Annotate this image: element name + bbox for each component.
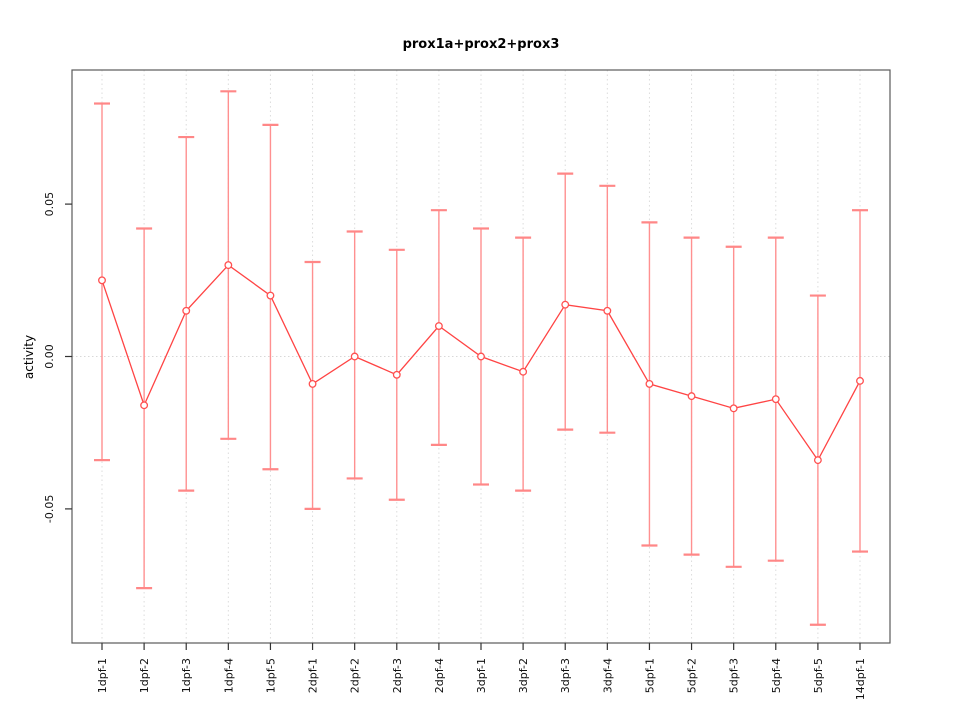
data-point [856,376,864,385]
data-point [771,395,780,404]
data-point [434,322,443,330]
y-tick-label: 0.05 [43,192,56,217]
x-tick-label: 1dpf-1 [96,658,109,693]
x-tick-label: 5dpf-2 [686,658,699,693]
data-point [224,261,233,270]
data-point [392,370,401,379]
x-tick-label: 1dpf-2 [138,658,151,693]
x-tick-label: 1dpf-4 [222,658,235,693]
chart-title: prox1a+prox2+prox3 [403,37,560,52]
data-point [813,456,822,465]
data-point [266,291,275,300]
x-tick-label: 5dpf-5 [812,658,825,693]
data-point [477,352,485,361]
x-tick-label: 2dpf-2 [349,658,362,693]
x-tick-label: 5dpf-3 [728,658,741,693]
data-point [182,306,191,315]
x-tick-label: 3dpf-4 [601,658,614,693]
data-point [729,404,738,413]
x-tick-label: 3dpf-3 [559,658,572,693]
x-tick-label: 5dpf-1 [643,658,656,693]
x-tick-label: 3dpf-1 [475,658,488,693]
x-tick-label: 1dpf-3 [180,658,193,693]
y-axis-label: activity [22,335,36,379]
y-axis: 0.05 0.00 -0.05 [43,192,72,523]
data-point [519,367,528,376]
data-point [308,379,317,388]
data-point [140,401,149,410]
x-tick-label: 5dpf-4 [770,658,783,693]
x-tick-label: 3dpf-2 [517,658,530,693]
y-tick-label: 0.00 [43,344,56,369]
x-axis: 1dpf-1 1dpf-2 1dpf-3 1dpf-4 1dpf-5 2dpf-1 2dpf… [96,643,867,700]
x-tick-label: 2dpf-1 [307,658,320,693]
data-point [687,392,696,401]
x-tick-label: 14dpf-1 [854,658,867,700]
data-points [98,261,864,465]
data-point [350,352,359,361]
data-point [603,306,612,315]
x-tick-label: 2dpf-4 [433,658,446,693]
data-point [645,379,654,388]
x-tick-label: 2dpf-3 [391,658,404,693]
x-tick-label: 1dpf-5 [264,658,277,693]
data-point [561,300,570,309]
data-point [98,276,106,285]
y-tick-label: -0.05 [43,495,56,523]
